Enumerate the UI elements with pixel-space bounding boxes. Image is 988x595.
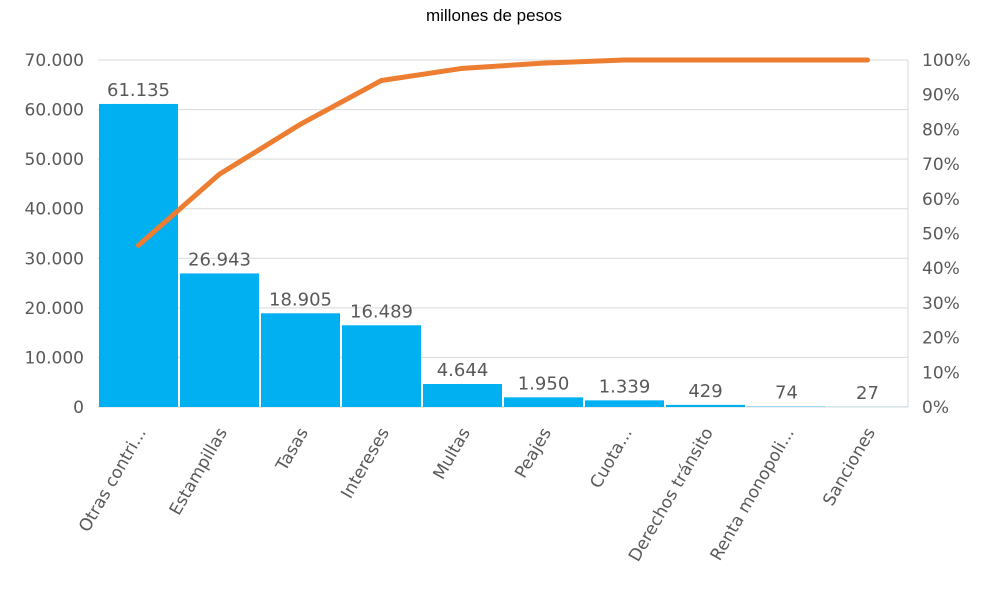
- data-label: 61.135: [107, 80, 170, 101]
- y-left-tick-label: 50.000: [25, 150, 84, 170]
- bar: [423, 383, 502, 407]
- data-label: 27: [856, 383, 879, 404]
- data-label: 18.905: [269, 289, 332, 310]
- x-tick-label: Cuota...: [586, 425, 636, 492]
- data-label: 74: [775, 383, 798, 404]
- x-tick-label: Sanciones: [819, 424, 880, 509]
- y-right-tick-label: 70%: [922, 155, 960, 175]
- x-tick-label: Derechos tránsito: [625, 425, 718, 566]
- y-right-tick-label: 90%: [922, 86, 960, 106]
- bar: [342, 325, 421, 407]
- y-right-tick-label: 100%: [922, 51, 971, 71]
- bar: [504, 397, 583, 407]
- y-left-tick-label: 20.000: [25, 299, 84, 319]
- data-label: 429: [688, 381, 722, 402]
- bar: [180, 273, 259, 407]
- data-label: 26.943: [188, 249, 251, 270]
- x-tick-label: Otras contri...: [75, 425, 151, 536]
- y-right-tick-label: 50%: [922, 225, 960, 245]
- y-right-tick-label: 0%: [922, 398, 949, 418]
- bar: [666, 404, 745, 407]
- data-label: 4.644: [437, 360, 489, 381]
- x-tick-label: Tasas: [272, 424, 313, 475]
- bar: [585, 400, 664, 407]
- data-label: 16.489: [350, 301, 413, 322]
- y-right-tick-label: 60%: [922, 190, 960, 210]
- x-tick-label: Renta monopoli...: [707, 425, 799, 565]
- y-left-tick-label: 10.000: [25, 348, 84, 368]
- y-right-tick-label: 10%: [922, 363, 960, 383]
- y-left-tick-label: 0: [73, 398, 84, 418]
- y-left-tick-label: 40.000: [25, 200, 84, 220]
- y-left-tick-label: 70.000: [25, 51, 84, 71]
- x-tick-label: Peajes: [511, 424, 556, 481]
- y-left-tick-label: 60.000: [25, 101, 84, 121]
- x-tick-label: Estampillas: [166, 424, 232, 519]
- x-tick-label: Multas: [429, 424, 474, 483]
- y-right-tick-label: 80%: [922, 120, 960, 140]
- data-label: 1.339: [599, 376, 651, 397]
- bar: [261, 313, 340, 407]
- y-right-tick-label: 40%: [922, 259, 960, 279]
- y-left-tick-label: 30.000: [25, 249, 84, 269]
- y-right-tick-label: 30%: [922, 294, 960, 314]
- bar: [99, 103, 178, 407]
- x-tick-label: Intereses: [337, 424, 393, 502]
- chart-title: millones de pesos: [425, 6, 563, 25]
- y-right-tick-label: 20%: [922, 329, 960, 349]
- cumulative-line: [136, 57, 870, 248]
- data-label: 1.950: [518, 373, 570, 394]
